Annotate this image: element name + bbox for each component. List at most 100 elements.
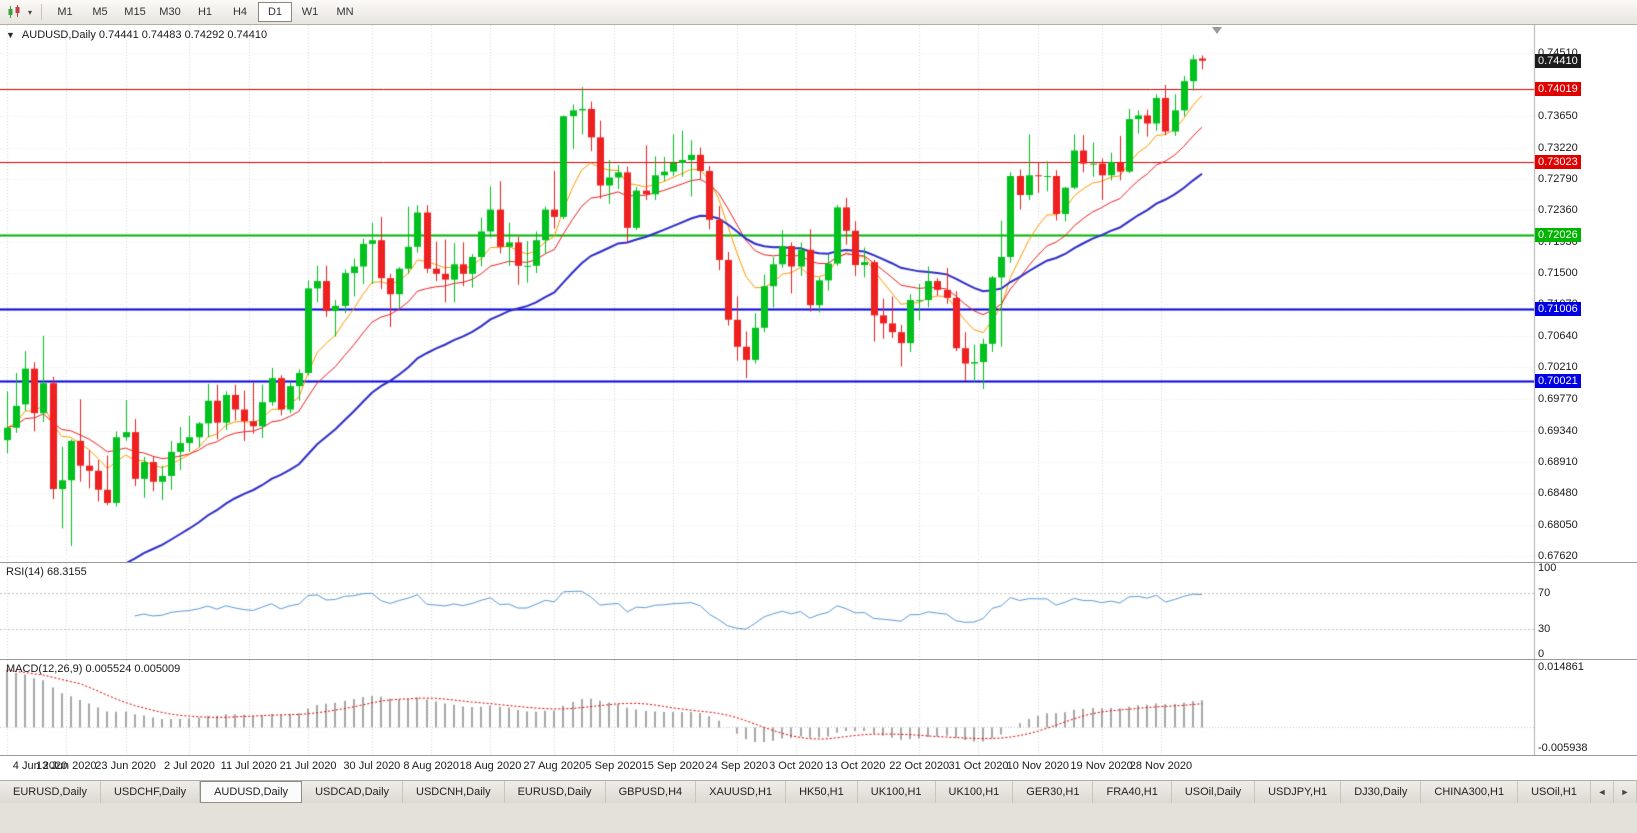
date-tick-label: 11 Jul 2020 bbox=[220, 760, 277, 772]
macd-indicator-panel: MACD(12,26,9) 0.005524 0.005009 0.014861… bbox=[0, 660, 1637, 755]
rsi-indicator-panel: RSI(14) 68.3155 100 70 30 0 bbox=[0, 563, 1637, 659]
date-tick-label: 8 Aug 2020 bbox=[403, 760, 459, 772]
date-tick-label: 4 Jun 2020 bbox=[12, 760, 68, 772]
rsi-canvas[interactable] bbox=[0, 563, 1637, 659]
chart-tab-fra40-h1[interactable]: FRA40,H1 bbox=[1093, 781, 1172, 803]
chart-menu-caret-icon[interactable]: ▾ bbox=[27, 7, 32, 17]
date-tick-label: 30 Jul 2020 bbox=[343, 760, 401, 772]
price-tick-label: 0.67620 bbox=[1538, 550, 1578, 562]
time-axis[interactable]: 4 Jun 2020 13 Jun 2020 23 Jun 2020 2 Jul 20… bbox=[0, 756, 1637, 780]
toolbar-separator bbox=[41, 4, 42, 20]
price-tick-label: 0.68480 bbox=[1538, 487, 1578, 500]
chart-tab-usoil-daily[interactable]: USOil,Daily bbox=[1171, 781, 1256, 803]
chart-tab-bar: EURUSD,Daily USDCHF,Daily AUDUSD,Daily USDC… bbox=[0, 780, 1637, 833]
ohlc-text: AUDUSD,Daily 0.74441 0.74483 0.74292 0.7… bbox=[21, 29, 268, 41]
chart-tab-usdcad-daily[interactable]: USDCAD,Daily bbox=[302, 781, 404, 803]
date-tick-label: 28 Nov 2020 bbox=[1129, 760, 1193, 772]
price-tick-label: 0.69770 bbox=[1538, 393, 1578, 406]
macd-max-label: 0.014861 bbox=[1538, 661, 1584, 673]
timeframe-button-m30[interactable]: M30 bbox=[159, 6, 181, 18]
macd-canvas[interactable] bbox=[0, 660, 1637, 755]
date-tick-label: 13 Jun 2020 bbox=[36, 760, 97, 772]
chart-tab-usdchf-daily[interactable]: USDCHF,Daily bbox=[100, 781, 201, 803]
price-tick-label: 0.70210 bbox=[1538, 361, 1578, 374]
chart-tab-usoil-h1[interactable]: USOil,H1 bbox=[1518, 781, 1591, 803]
date-tick-label: 27 Aug 2020 bbox=[523, 760, 586, 772]
candlestick-chart-icon[interactable] bbox=[4, 2, 24, 22]
timeframe-button-m15[interactable]: M15 bbox=[124, 6, 146, 18]
timeframe-button-h1[interactable]: H1 bbox=[197, 6, 213, 18]
chart-tab-uk100-h1[interactable]: UK100,H1 bbox=[935, 781, 1014, 803]
timeframe-button-m5[interactable]: M5 bbox=[92, 6, 108, 18]
chart-tab-hk50-h1[interactable]: HK50,H1 bbox=[786, 781, 858, 803]
price-tick-label: 0.70640 bbox=[1538, 329, 1578, 342]
date-tick-label: 18 Aug 2020 bbox=[459, 760, 522, 772]
rsi-indicator-label: RSI(14) 68.3155 bbox=[6, 566, 87, 578]
chart-ohlc-header: ▼ AUDUSD,Daily 0.74441 0.74483 0.74292 0… bbox=[6, 29, 267, 41]
date-tick-label: 23 Jun 2020 bbox=[95, 760, 156, 772]
chart-tab-dj30-daily[interactable]: DJ30,Daily bbox=[1341, 781, 1422, 803]
price-chart-canvas[interactable] bbox=[0, 25, 1637, 562]
price-tick-label: 0.72360 bbox=[1538, 204, 1578, 217]
hline-price-tag: 0.71006 bbox=[1535, 302, 1581, 317]
current-price-tag: 0.74410 bbox=[1535, 53, 1581, 68]
chart-tab-ger30-h1[interactable]: GER30,H1 bbox=[1013, 781, 1094, 803]
chart-tab-eurusd-daily[interactable]: EURUSD,Daily bbox=[504, 781, 606, 803]
chart-shift-marker[interactable] bbox=[1212, 27, 1222, 34]
price-tick-label: 0.69340 bbox=[1538, 424, 1578, 437]
tab-scroll-left-button[interactable]: ◄ bbox=[1591, 781, 1614, 803]
timeframe-button-mn[interactable]: MN bbox=[336, 6, 354, 18]
chart-tab-xauusd-h1[interactable]: XAUUSD,H1 bbox=[696, 781, 787, 803]
timeframe-toolbar: ▾ M1 M5 M15 M30 H1 H4 D1 W1 MN bbox=[0, 0, 1637, 25]
timeframe-button-w1[interactable]: W1 bbox=[301, 6, 319, 18]
chart-tab-audusd-daily[interactable]: AUDUSD,Daily bbox=[200, 781, 303, 803]
rsi-axis[interactable]: 100 70 30 0 bbox=[1534, 563, 1637, 659]
timeframe-button-h4[interactable]: H4 bbox=[232, 6, 248, 18]
rsi-level-label: 0 bbox=[1538, 648, 1545, 659]
panel-divider bbox=[0, 755, 1637, 756]
chart-tab-usdcnh-daily[interactable]: USDCNH,Daily bbox=[403, 781, 505, 803]
rsi-level-label: 30 bbox=[1538, 623, 1551, 635]
price-chart-panel: ▼ AUDUSD,Daily 0.74441 0.74483 0.74292 0… bbox=[0, 25, 1637, 562]
price-tick-label: 0.72790 bbox=[1538, 172, 1578, 185]
hline-price-tag: 0.74019 bbox=[1535, 82, 1581, 97]
price-axis[interactable]: 0.745100.736500.732200.727900.723600.719… bbox=[1534, 25, 1637, 562]
tab-scroll-right-button[interactable]: ► bbox=[1614, 781, 1637, 803]
date-tick-label: 2 Jul 2020 bbox=[164, 760, 215, 772]
macd-indicator-label: MACD(12,26,9) 0.005524 0.005009 bbox=[6, 663, 181, 675]
date-tick-label: 19 Nov 2020 bbox=[1070, 760, 1133, 772]
price-tick-label: 0.71500 bbox=[1538, 267, 1578, 280]
chart-tab-china300-h1[interactable]: CHINA300,H1 bbox=[1421, 781, 1519, 803]
chart-tab-uk100-h1[interactable]: UK100,H1 bbox=[857, 781, 936, 803]
date-tick-label: 5 Sep 2020 bbox=[585, 760, 642, 772]
price-tick-label: 0.73220 bbox=[1538, 141, 1578, 154]
timeframe-button-d1[interactable]: D1 bbox=[258, 2, 292, 22]
macd-min-label: -0.005938 bbox=[1538, 742, 1588, 754]
price-tick-label: 0.68050 bbox=[1538, 518, 1578, 531]
hline-price-tag: 0.72026 bbox=[1535, 227, 1581, 242]
price-tick-label: 0.68910 bbox=[1538, 456, 1578, 469]
one-click-trading-toggle-icon[interactable]: ▼ bbox=[6, 30, 15, 40]
date-tick-label: 15 Sep 2020 bbox=[641, 760, 705, 772]
panel-divider[interactable] bbox=[0, 562, 1637, 563]
date-tick-label: 24 Sep 2020 bbox=[705, 760, 768, 772]
chart-tab-gbpusd-h4[interactable]: GBPUSD,H4 bbox=[605, 781, 697, 803]
hline-price-tag: 0.70021 bbox=[1535, 373, 1581, 388]
chart-tab-usdjpy-h1[interactable]: USDJPY,H1 bbox=[1255, 781, 1342, 803]
date-tick-label: 31 Oct 2020 bbox=[948, 760, 1009, 772]
timeframe-button-group: M1 M5 M15 M30 H1 H4 D1 W1 MN bbox=[48, 2, 362, 22]
timeframe-button-m1[interactable]: M1 bbox=[57, 6, 73, 18]
date-tick-label: 22 Oct 2020 bbox=[889, 760, 950, 772]
rsi-level-label: 70 bbox=[1538, 587, 1551, 599]
date-tick-label: 3 Oct 2020 bbox=[769, 760, 823, 772]
macd-axis[interactable]: 0.014861 -0.005938 bbox=[1534, 660, 1637, 755]
price-tick-label: 0.73650 bbox=[1538, 110, 1578, 123]
chart-tabs: EURUSD,Daily USDCHF,Daily AUDUSD,Daily USDC… bbox=[0, 781, 1591, 803]
hline-price-tag: 0.73023 bbox=[1535, 154, 1581, 169]
date-tick-label: 13 Oct 2020 bbox=[825, 760, 886, 772]
chart-tab-eurusd-daily[interactable]: EURUSD,Daily bbox=[0, 781, 101, 803]
rsi-level-label: 100 bbox=[1538, 563, 1557, 574]
panel-divider[interactable] bbox=[0, 659, 1637, 660]
date-tick-label: 21 Jul 2020 bbox=[279, 760, 337, 772]
